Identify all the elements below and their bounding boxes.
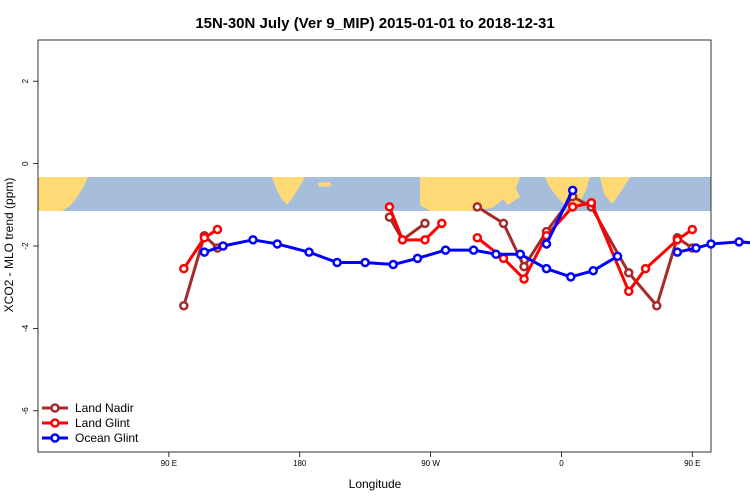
land-glint-point: [519, 274, 529, 284]
ocean-glint-point: [199, 247, 210, 257]
land-glint-point: [384, 202, 395, 212]
y-tick-label: 2: [21, 78, 30, 83]
y-tick-label: -4: [21, 324, 30, 332]
ocean-glint-point: [332, 257, 342, 268]
land-arabia: [495, 186, 520, 205]
ocean-glint-point: [541, 239, 552, 249]
ocean-glint-point: [248, 235, 258, 245]
x-tick-label: 90 W: [421, 459, 440, 468]
land-glint-point: [586, 197, 597, 208]
land-india: [545, 177, 590, 211]
ocean-glint-point: [706, 239, 716, 249]
land-glint-point: [397, 235, 408, 245]
x-tick-label: 90 E: [161, 459, 177, 468]
land-glint-point: [498, 253, 509, 264]
land-glint-series-line: [476, 201, 694, 293]
ocean-glint-point: [412, 253, 423, 264]
land-glint-series-line: [388, 206, 443, 242]
series-layer: [179, 185, 750, 311]
land-nadir-point: [472, 202, 483, 212]
land-nadir-series-line: [476, 195, 694, 308]
ocean-glint-point: [360, 257, 370, 268]
ocean-glint-point: [567, 185, 578, 196]
legend-label: Land Nadir: [75, 401, 134, 415]
ocean-glint-point: [272, 239, 283, 249]
land-glint-point: [437, 218, 447, 229]
ocean-glint-point: [440, 245, 451, 255]
x-tick-label: 90 E: [684, 459, 700, 468]
ocean-glint-point: [388, 259, 398, 270]
legend-item-land-nadir: Land Nadir: [42, 401, 134, 415]
ocean-glint-point: [218, 241, 228, 251]
land-glint-point: [212, 224, 223, 235]
y-tick-label: 0: [21, 161, 30, 166]
land-glint-point: [199, 233, 210, 243]
legend-label: Ocean Glint: [75, 431, 139, 445]
land-glint-point: [687, 224, 698, 235]
ocean-glint-point: [734, 237, 744, 247]
land-glint-point: [472, 233, 483, 243]
land-central-america: [272, 177, 305, 205]
ocean-glint-point: [468, 245, 479, 255]
land-caribbean: [318, 182, 332, 187]
legend-swatch-marker: [50, 418, 60, 428]
ocean-glint-point: [515, 249, 526, 259]
y-axis-label: XCO2 - MLO trend (ppm): [2, 178, 16, 313]
land-nadir-point: [179, 300, 189, 311]
land-africa-asia: [420, 177, 520, 211]
ocean-glint-point: [672, 247, 683, 257]
ocean-glint-point: [566, 272, 576, 282]
land-glint-point: [179, 263, 189, 274]
ocean-glint-series-line: [203, 238, 619, 279]
world-map-strip: [38, 177, 711, 211]
x-tick-label: 0: [559, 459, 564, 468]
legend-swatch-marker: [50, 403, 60, 413]
ocean-glint-point: [612, 251, 623, 262]
ocean-glint-point: [691, 243, 701, 253]
legend-item-ocean-glint: Ocean Glint: [42, 431, 139, 445]
land-nadir-point: [498, 218, 509, 229]
land-glint-point: [640, 263, 651, 274]
land-glint-point: [672, 235, 683, 245]
land-nadir-series-line: [182, 234, 219, 307]
land-nadir-point: [420, 218, 430, 229]
ocean-glint-point: [304, 247, 314, 257]
land-glint-point: [567, 202, 578, 212]
y-tick-label: -2: [21, 242, 30, 250]
axes: 2 0 -2 -4 -6 90 E 180 90 W 0 90 E: [21, 78, 701, 468]
ocean-glint-series-line: [545, 189, 575, 245]
land-southeast-asia: [600, 177, 630, 204]
legend-swatch-marker: [50, 433, 60, 443]
x-tick-label: 180: [293, 459, 307, 468]
legend-item-land-glint: Land Glint: [42, 416, 130, 430]
land-africa-west: [38, 177, 88, 211]
land-nadir-point: [652, 300, 662, 311]
y-tick-label: -6: [21, 407, 30, 415]
land-glint-point: [420, 235, 430, 245]
land-glint-point: [623, 286, 634, 297]
ocean-glint-point: [588, 265, 598, 276]
land-nadir-point: [519, 261, 529, 272]
ocean-glint-point: [491, 249, 501, 259]
ocean-glint-point: [541, 263, 552, 274]
chart-title: 15N-30N July (Ver 9_MIP) 2015-01-01 to 2…: [195, 15, 554, 32]
land-nadir-point: [623, 268, 634, 278]
ocean-band: [38, 177, 711, 211]
legend-label: Land Glint: [75, 416, 130, 430]
x-axis-label: Longitude: [349, 477, 402, 491]
